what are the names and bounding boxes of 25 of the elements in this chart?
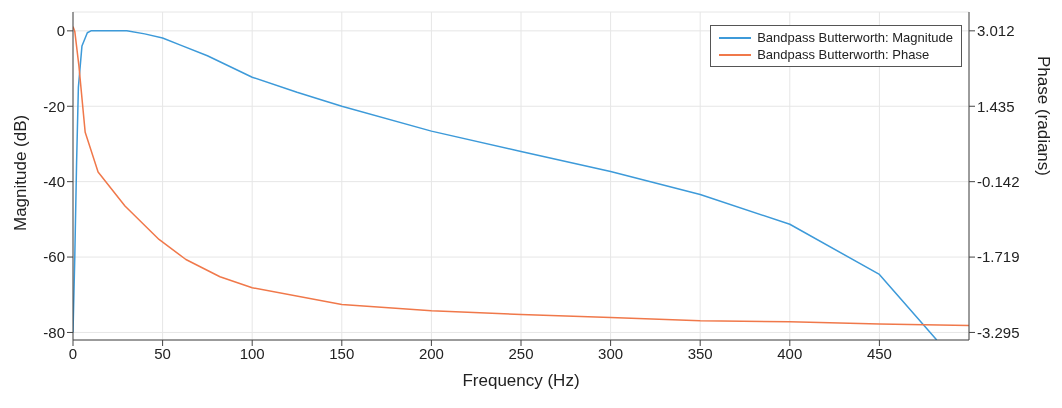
y-tick-label: 0 bbox=[56, 22, 65, 40]
y2-tick-label: -3.295 bbox=[977, 323, 1020, 341]
legend-label: Bandpass Butterworth: Phase bbox=[757, 46, 930, 63]
y-tick-label: -60 bbox=[43, 248, 65, 266]
y2-axis-title: Phase (radians) bbox=[1033, 55, 1053, 176]
legend-label: Bandpass Butterworth: Magnitude bbox=[757, 29, 953, 46]
x-tick-label: 150 bbox=[329, 344, 355, 362]
y-axis-title: Magnitude (dB) bbox=[11, 114, 31, 231]
x-tick-label: 250 bbox=[508, 344, 534, 362]
x-tick-label: 450 bbox=[866, 344, 892, 362]
x-tick-label: 200 bbox=[418, 344, 444, 362]
y2-tick-label: -0.142 bbox=[977, 172, 1020, 190]
y2-tick-label: 1.435 bbox=[977, 97, 1015, 115]
x-axis-title: Frequency (Hz) bbox=[462, 371, 580, 390]
x-tick-label: 50 bbox=[154, 344, 171, 362]
x-tick-label: 0 bbox=[68, 344, 78, 362]
x-tick-label: 100 bbox=[239, 344, 265, 362]
y2-tick-label: 3.012 bbox=[977, 22, 1015, 40]
x-tick-label: 350 bbox=[687, 344, 713, 362]
y-tick-label: -20 bbox=[43, 97, 65, 115]
y-tick-label: -80 bbox=[43, 323, 65, 341]
x-tick-label: 300 bbox=[598, 344, 624, 362]
y-tick-label: -40 bbox=[43, 172, 65, 190]
x-tick-label: 400 bbox=[777, 344, 803, 362]
y2-tick-label: -1.719 bbox=[977, 248, 1020, 266]
